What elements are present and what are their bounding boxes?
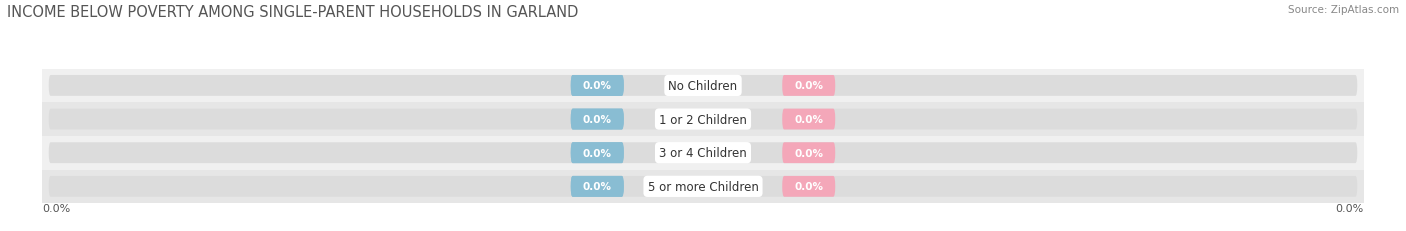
FancyBboxPatch shape xyxy=(49,176,1357,197)
Text: 0.0%: 0.0% xyxy=(794,148,824,158)
Text: 0.0%: 0.0% xyxy=(794,81,824,91)
Text: 0.0%: 0.0% xyxy=(582,148,612,158)
FancyBboxPatch shape xyxy=(571,176,624,197)
Text: 0.0%: 0.0% xyxy=(582,81,612,91)
Text: 0.0%: 0.0% xyxy=(582,115,612,125)
FancyBboxPatch shape xyxy=(571,143,624,163)
FancyBboxPatch shape xyxy=(782,76,835,96)
FancyBboxPatch shape xyxy=(571,76,624,96)
Bar xyxy=(42,103,1364,136)
Bar xyxy=(42,136,1364,170)
Text: 0.0%: 0.0% xyxy=(1336,203,1364,213)
Text: 5 or more Children: 5 or more Children xyxy=(648,180,758,193)
FancyBboxPatch shape xyxy=(782,176,835,197)
Text: No Children: No Children xyxy=(668,79,738,93)
FancyBboxPatch shape xyxy=(571,109,624,130)
Text: 1 or 2 Children: 1 or 2 Children xyxy=(659,113,747,126)
FancyBboxPatch shape xyxy=(49,109,1357,130)
Text: 0.0%: 0.0% xyxy=(582,182,612,191)
FancyBboxPatch shape xyxy=(571,143,624,163)
FancyBboxPatch shape xyxy=(49,76,1357,96)
Text: 0.0%: 0.0% xyxy=(42,203,70,213)
FancyBboxPatch shape xyxy=(571,176,624,197)
Text: Source: ZipAtlas.com: Source: ZipAtlas.com xyxy=(1288,5,1399,15)
Text: INCOME BELOW POVERTY AMONG SINGLE-PARENT HOUSEHOLDS IN GARLAND: INCOME BELOW POVERTY AMONG SINGLE-PARENT… xyxy=(7,5,578,20)
Text: 0.0%: 0.0% xyxy=(794,115,824,125)
Text: 3 or 4 Children: 3 or 4 Children xyxy=(659,146,747,160)
FancyBboxPatch shape xyxy=(571,109,624,130)
Bar xyxy=(42,170,1364,203)
FancyBboxPatch shape xyxy=(782,109,835,130)
FancyBboxPatch shape xyxy=(782,143,835,163)
FancyBboxPatch shape xyxy=(571,76,624,96)
FancyBboxPatch shape xyxy=(49,143,1357,163)
Bar xyxy=(42,69,1364,103)
Text: 0.0%: 0.0% xyxy=(794,182,824,191)
